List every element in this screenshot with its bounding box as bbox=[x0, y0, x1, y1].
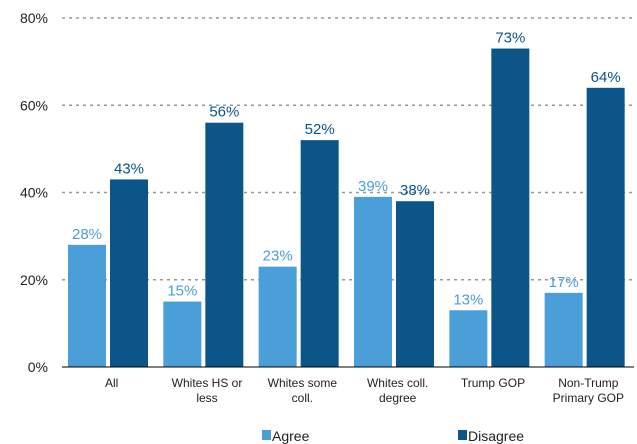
x-category-label: Non-Trump bbox=[558, 376, 619, 390]
bar-agree bbox=[163, 301, 202, 367]
x-category-label: degree bbox=[379, 391, 417, 405]
x-category-label: less bbox=[196, 391, 217, 405]
bars bbox=[68, 48, 625, 368]
legend-disagree-swatch bbox=[458, 430, 467, 440]
data-label-disagree: 64% bbox=[591, 69, 621, 86]
x-category-label: Primary GOP bbox=[553, 391, 624, 405]
bar-agree bbox=[68, 244, 106, 367]
y-axis-ticks: 0% 20% 40% 60% 80% bbox=[20, 10, 48, 375]
y-tick-label: 60% bbox=[20, 97, 48, 113]
data-label-disagree: 56% bbox=[209, 104, 239, 121]
x-category-label: coll. bbox=[292, 391, 313, 405]
bar-disagree bbox=[396, 201, 434, 367]
data-labels: 28% 43% 15% 56% 23% 52% 39% 38% 13% 73% 17% 64% bbox=[72, 30, 621, 309]
data-label-disagree: 52% bbox=[305, 121, 335, 138]
x-category-label: Whites coll. bbox=[367, 376, 428, 390]
x-category-label: All bbox=[105, 376, 118, 390]
grid-lines bbox=[62, 17, 634, 281]
data-label-disagree: 43% bbox=[114, 160, 144, 177]
x-category-label: Whites HS or bbox=[172, 376, 243, 390]
legend-agree-label: Agree bbox=[272, 428, 310, 444]
bar-agree bbox=[544, 292, 583, 367]
bar-disagree bbox=[300, 140, 339, 367]
legend-agree-swatch bbox=[262, 430, 271, 440]
bar-disagree bbox=[586, 87, 625, 368]
bar-agree bbox=[258, 266, 297, 367]
data-label-agree: 13% bbox=[453, 291, 483, 308]
legend: Agree Disagree bbox=[262, 428, 524, 444]
data-label-agree: 39% bbox=[358, 178, 388, 195]
data-label-agree: 17% bbox=[549, 274, 579, 291]
bar-agree bbox=[449, 310, 488, 367]
bar-disagree bbox=[205, 122, 244, 367]
data-label-agree: 15% bbox=[167, 283, 197, 300]
y-tick-label: 40% bbox=[20, 185, 48, 201]
data-label-disagree: 73% bbox=[495, 30, 525, 47]
data-label-agree: 28% bbox=[72, 226, 102, 243]
legend-disagree-label: Disagree bbox=[468, 428, 524, 444]
data-label-disagree: 38% bbox=[400, 182, 430, 199]
x-category-label: Whites some bbox=[268, 376, 338, 390]
y-tick-label: 0% bbox=[28, 359, 48, 375]
bar-disagree bbox=[110, 179, 148, 367]
y-tick-label: 80% bbox=[20, 10, 48, 26]
y-tick-label: 20% bbox=[20, 272, 48, 288]
data-label-agree: 23% bbox=[263, 248, 293, 265]
bar-disagree bbox=[491, 48, 530, 367]
x-category-label: Trump GOP bbox=[461, 376, 525, 390]
bar-agree bbox=[354, 196, 392, 367]
